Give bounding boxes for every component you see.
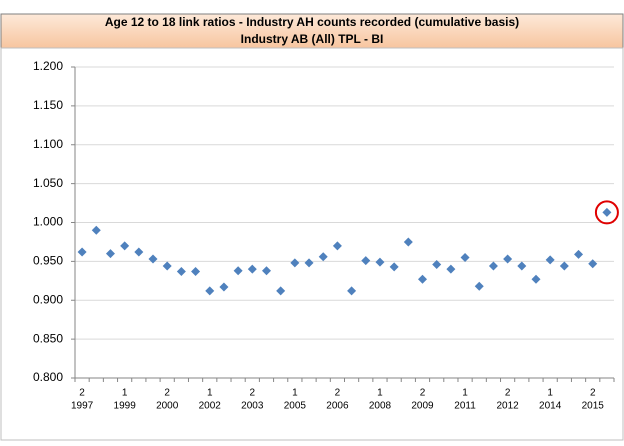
marker xyxy=(219,282,229,292)
x-tick-label: 2 xyxy=(164,388,170,399)
title-box xyxy=(0,13,624,49)
x-tick-label: 1 xyxy=(207,388,213,399)
chart-subtitle: Industry AB (All) TPL - BI xyxy=(241,32,384,46)
marker xyxy=(361,256,371,266)
x-group-label: 1999 xyxy=(114,401,137,412)
y-tick-label: 0.950 xyxy=(33,254,63,268)
x-tick-label: 2 xyxy=(420,388,426,399)
y-tick-label: 1.200 xyxy=(33,59,63,73)
marker xyxy=(588,259,598,269)
marker xyxy=(105,249,115,259)
x-group-label: 2000 xyxy=(156,401,179,412)
marker xyxy=(176,266,186,276)
y-tick-label: 1.000 xyxy=(33,215,63,229)
marker xyxy=(389,262,399,272)
x-group-label: 2003 xyxy=(241,401,264,412)
marker xyxy=(332,241,342,251)
marker xyxy=(460,252,470,262)
marker xyxy=(503,254,513,264)
x-group-label: 2008 xyxy=(369,401,392,412)
x-tick-label: 1 xyxy=(377,388,383,399)
marker xyxy=(191,266,201,276)
x-group-label: 2009 xyxy=(411,401,434,412)
marker xyxy=(559,261,569,271)
x-group-label: 2011 xyxy=(454,401,476,412)
marker xyxy=(474,281,484,291)
marker xyxy=(205,286,215,296)
marker xyxy=(545,255,555,265)
x-tick-label: 2 xyxy=(590,388,596,399)
y-tick-label: 1.050 xyxy=(33,176,63,190)
y-tick-label: 0.900 xyxy=(33,292,63,306)
x-tick-label: 1 xyxy=(122,388,128,399)
marker xyxy=(91,225,101,235)
x-tick-label: 2 xyxy=(505,388,511,399)
x-tick-label: 2 xyxy=(335,388,341,399)
marker xyxy=(446,264,456,274)
x-group-label: 2012 xyxy=(496,401,519,412)
x-tick-label: 2 xyxy=(250,388,256,399)
marker xyxy=(602,207,612,217)
marker xyxy=(162,261,172,271)
marker xyxy=(276,286,286,296)
y-tick-label: 1.150 xyxy=(33,98,63,112)
highlight-circle xyxy=(594,200,619,225)
x-group-label: 2014 xyxy=(539,401,562,412)
marker xyxy=(290,258,300,268)
x-tick-label: 2 xyxy=(79,388,85,399)
x-group-label: 2015 xyxy=(582,401,605,412)
marker xyxy=(432,259,442,269)
x-tick-label: 1 xyxy=(462,388,468,399)
marker xyxy=(120,241,130,251)
marker xyxy=(304,258,314,268)
marker xyxy=(247,264,257,274)
x-group-label: 1997 xyxy=(71,401,94,412)
marker xyxy=(574,249,584,259)
marker xyxy=(375,257,385,267)
chart-border xyxy=(0,47,624,441)
marker xyxy=(531,274,541,284)
x-group-label: 2005 xyxy=(284,401,307,412)
marker xyxy=(517,261,527,271)
x-tick-label: 1 xyxy=(292,388,298,399)
chart-title: Age 12 to 18 link ratios - Industry AH c… xyxy=(105,15,519,29)
marker xyxy=(233,266,243,276)
marker xyxy=(261,266,271,276)
marker xyxy=(77,247,87,257)
marker xyxy=(418,274,428,284)
marker xyxy=(134,247,144,257)
y-tick-label: 1.100 xyxy=(33,137,63,151)
x-group-label: 2002 xyxy=(199,401,222,412)
marker xyxy=(347,286,357,296)
marker xyxy=(488,261,498,271)
marker xyxy=(318,252,328,262)
x-group-label: 2006 xyxy=(326,401,349,412)
y-tick-label: 0.850 xyxy=(33,331,63,345)
y-tick-label: 0.800 xyxy=(33,370,63,384)
marker xyxy=(148,254,158,264)
marker xyxy=(403,237,413,247)
x-tick-label: 1 xyxy=(547,388,553,399)
